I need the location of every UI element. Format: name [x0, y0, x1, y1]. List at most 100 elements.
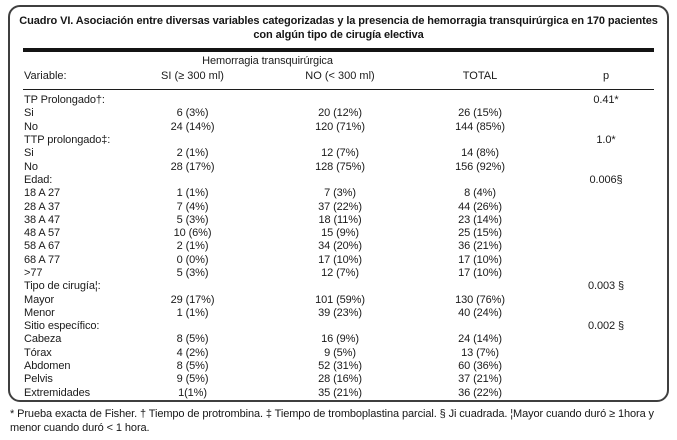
row-label: Pelvis: [24, 373, 53, 386]
table-row: Cabeza 8 (5%) 16 (9%) 24 (14%): [10, 333, 667, 346]
cell-si: 24 (14%): [170, 120, 215, 133]
cell-no: 39 (23%): [318, 306, 362, 319]
footnote: * Prueba exacta de Fisher. † Tiempo de p…: [10, 408, 654, 434]
row-label: 18 A 27: [24, 187, 61, 200]
row-label: >77: [24, 267, 43, 279]
cell-si: 9 (5%): [176, 373, 209, 386]
row-label: Edad:: [24, 173, 53, 186]
cell-total: 24 (14%): [458, 333, 502, 346]
row-label: Abdomen: [24, 360, 71, 373]
table-row: 28 A 37 7 (4%) 37 (22%) 44 (26%): [10, 200, 667, 213]
cell-no: 101 (59%): [315, 293, 365, 306]
table-row: TTP prolongado‡: 1.0*: [10, 134, 667, 147]
spanner-row: Hemorragia transquirúrgica: [10, 55, 667, 68]
table-row: 58 A 67 2 (1%) 34 (20%) 36 (21%): [10, 240, 667, 253]
title-divider-thick: [23, 48, 654, 52]
cell-total: 8 (4%): [464, 187, 496, 200]
cell-no: 120 (71%): [315, 120, 365, 133]
cell-si: 1 (1%): [176, 187, 209, 200]
cell-si: 2 (1%): [176, 147, 209, 160]
cell-no: 37 (22%): [318, 200, 362, 213]
cell-total: 17 (10%): [458, 253, 502, 266]
row-label: 68 A 77: [24, 253, 61, 266]
cell-total: 26 (15%): [458, 107, 502, 120]
row-label: Si: [24, 147, 34, 160]
cell-no: 20 (12%): [318, 107, 362, 120]
cell-total: 36 (21%): [458, 240, 502, 253]
row-label: TTP prolongado‡:: [24, 134, 111, 147]
cell-total: 36 (22%): [458, 386, 502, 399]
row-label: Tórax: [24, 346, 52, 359]
cell-si: 5 (3%): [176, 213, 209, 226]
cell-si: 28 (17%): [170, 160, 215, 173]
cell-no: 35 (21%): [318, 386, 362, 399]
column-header-total: TOTAL: [462, 69, 498, 82]
spanner-header: Hemorragia transquirúrgica: [202, 55, 333, 67]
table-row: Edad: 0.006§: [10, 174, 667, 187]
table-panel: Cuadro VI. Asociación entre diversas var…: [8, 5, 669, 402]
table-row: No 24 (14%) 120 (71%) 144 (85%): [10, 121, 667, 134]
cell-si: 1(1%): [178, 386, 207, 399]
cell-si: 29 (17%): [170, 293, 215, 306]
cell-no: 17 (10%): [318, 253, 362, 266]
cell-p: 1.0*: [596, 134, 616, 147]
table-row: Menor 1 (1%) 39 (23%) 40 (24%): [10, 307, 667, 320]
table-row: Tipo de cirugía¦: 0.003 §: [10, 280, 667, 293]
table-row: Si 2 (1%) 12 (7%) 14 (8%): [10, 147, 667, 160]
row-label: No: [24, 160, 38, 173]
spanner-spacer: [415, 55, 545, 68]
table-row: Abdomen 8 (5%) 52 (31%) 60 (36%): [10, 360, 667, 373]
cell-si: 5 (3%): [176, 267, 209, 279]
row-label: Sitio específico:: [24, 320, 100, 333]
cell-no: 128 (75%): [315, 160, 365, 173]
row-label: Cabeza: [24, 333, 62, 346]
table-row: No 28 (17%) 128 (75%) 156 (92%): [10, 160, 667, 173]
cell-total: 156 (92%): [455, 160, 505, 173]
cell-si: 4 (2%): [176, 346, 209, 359]
row-label: Mayor: [24, 293, 55, 306]
cell-total: 13 (7%): [461, 346, 499, 359]
spanner-spacer: [10, 55, 120, 68]
cell-si: 7 (4%): [176, 200, 209, 213]
table-row: Mayor 29 (17%) 101 (59%) 130 (76%): [10, 293, 667, 306]
cell-total: 25 (15%): [458, 227, 502, 240]
cell-si: 10 (6%): [173, 227, 212, 240]
column-header-variable: Variable:: [24, 69, 67, 82]
cell-p: 0.003 §: [587, 280, 624, 293]
table-row: 18 A 27 1 (1%) 7 (3%) 8 (4%): [10, 187, 667, 200]
cell-si: 0 (0%): [176, 253, 209, 266]
column-header-si: SI (≥ 300 ml): [161, 69, 224, 82]
cell-total: 44 (26%): [458, 200, 502, 213]
header-divider-thin: [23, 89, 654, 90]
cell-total: 14 (8%): [461, 147, 499, 160]
column-header-p: p: [602, 69, 610, 82]
row-label: TP Prolongado†:: [24, 94, 105, 107]
cell-no: 16 (9%): [321, 333, 359, 346]
table-row: Pelvis 9 (5%) 28 (16%) 37 (21%): [10, 373, 667, 386]
cell-no: 52 (31%): [318, 360, 362, 373]
row-label: Si: [24, 107, 34, 120]
column-header-no: NO (< 300 ml): [305, 69, 375, 82]
table-row: 48 A 57 10 (6%) 15 (9%) 25 (15%): [10, 227, 667, 240]
cell-total: 60 (36%): [458, 360, 502, 373]
table-row: Si 6 (3%) 20 (12%) 26 (15%): [10, 107, 667, 120]
row-label: 48 A 57: [24, 227, 61, 240]
cell-no: 18 (11%): [318, 213, 362, 226]
table-row: 38 A 47 5 (3%) 18 (11%) 23 (14%): [10, 214, 667, 227]
cell-no: 34 (20%): [318, 240, 362, 253]
row-label: 58 A 67: [24, 240, 61, 253]
cell-si: 2 (1%): [176, 240, 209, 253]
table-row: TP Prolongado†: 0.41*: [10, 94, 667, 107]
cell-total: 40 (24%): [458, 306, 502, 319]
row-label: No: [24, 120, 38, 133]
table-row: Extremidades 1(1%) 35 (21%) 36 (22%): [10, 387, 667, 400]
cell-p: 0.006§: [589, 173, 623, 186]
cell-total: 130 (76%): [455, 293, 505, 306]
row-label: 38 A 47: [24, 213, 61, 226]
cell-no: 28 (16%): [318, 373, 362, 386]
cell-no: 12 (7%): [321, 147, 359, 160]
cell-no: 7 (3%): [324, 187, 356, 200]
table-row: Sitio específico: 0.002 §: [10, 320, 667, 333]
cell-no: 12 (7%): [321, 267, 359, 279]
